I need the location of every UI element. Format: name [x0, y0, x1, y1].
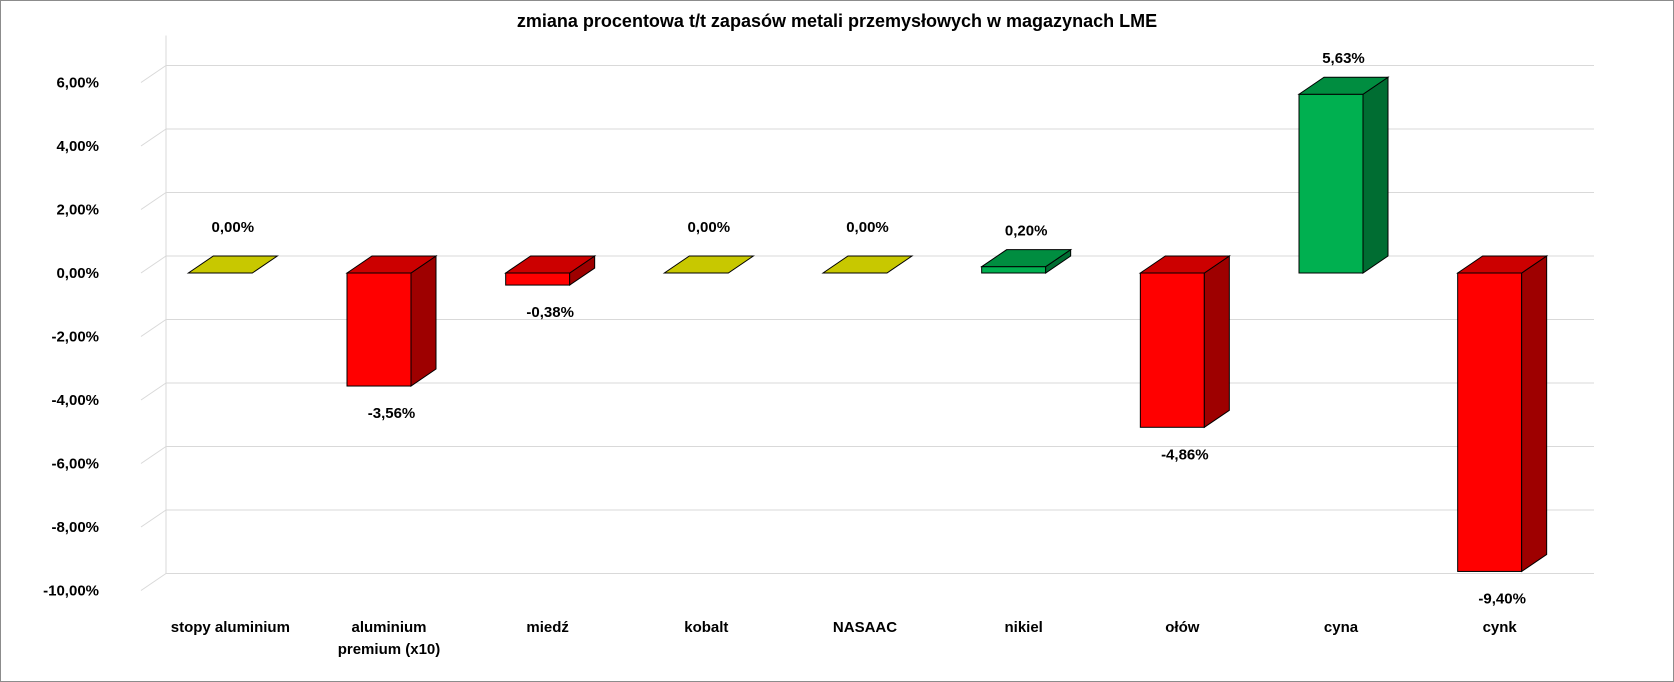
gridline-depth: [140, 128, 167, 147]
bar: -0,38%: [504, 255, 597, 321]
category-label: nikiel: [1004, 619, 1042, 636]
bar-front: [981, 266, 1047, 274]
bar: -9,40%: [1456, 255, 1549, 607]
y-axis-ticks: 6,00% 4,00% 2,00% 0,00% -2,00% -4,00% -6,00% -8…: [43, 75, 99, 600]
gridline-depth: [140, 509, 167, 528]
bar: 0,00%: [821, 219, 914, 274]
category-label: miedź: [526, 619, 569, 636]
bar-top: [1456, 255, 1549, 274]
bar-top: [186, 255, 279, 274]
bar-top: [1297, 76, 1390, 95]
category-label: cyna: [1324, 619, 1359, 636]
bar-side: [410, 255, 437, 387]
bar: -4,86%: [1138, 255, 1231, 463]
data-label: 5,63%: [1322, 50, 1365, 67]
y-tick-label: -8,00%: [51, 519, 99, 536]
data-label: 0,20%: [1005, 223, 1048, 240]
bar-front: [346, 272, 412, 387]
bars: 0,00% -3,56% -0,38% 0,00% 0,00% 0,20% -4,86% 5,…: [186, 50, 1549, 607]
bar-top: [504, 255, 597, 274]
bar-top: [980, 249, 1073, 268]
category-label: NASAAC: [833, 619, 897, 636]
bar-front: [1139, 272, 1205, 428]
bar-top: [662, 255, 755, 274]
bar: 0,00%: [186, 219, 279, 274]
category-label: stopy aluminium: [171, 619, 290, 636]
y-tick-label: -4,00%: [51, 392, 99, 409]
bar-side: [1203, 255, 1230, 429]
bar-top: [821, 255, 914, 274]
category-label: cynk: [1483, 619, 1518, 636]
bar-top: [345, 255, 438, 274]
gridline-depth: [140, 573, 167, 591]
bar-front: [1457, 272, 1523, 572]
bar-side: [1521, 255, 1548, 573]
data-label: 0,00%: [212, 219, 255, 236]
bar: 5,63%: [1297, 50, 1390, 274]
y-tick-label: 6,00%: [56, 75, 99, 92]
chart-title: zmiana procentowa t/t zapasów metali prz…: [516, 11, 1158, 31]
gridline-depth: [140, 192, 167, 210]
category-label: kobalt: [684, 619, 728, 636]
y-tick-label: -2,00%: [51, 329, 99, 346]
data-label: -0,38%: [526, 304, 574, 321]
y-tick-label: 4,00%: [56, 138, 99, 155]
category-label: ołów: [1165, 619, 1199, 636]
data-label: -9,40%: [1478, 590, 1526, 607]
data-label: 0,00%: [846, 219, 889, 236]
bar-front: [1298, 93, 1364, 274]
data-label: -3,56%: [368, 405, 416, 422]
data-label: -4,86%: [1161, 446, 1209, 463]
gridline-depth: [140, 319, 167, 337]
y-tick-label: -6,00%: [51, 456, 99, 473]
gridline-depth: [140, 255, 167, 274]
y-tick-label: -10,00%: [43, 583, 99, 600]
bar: 0,20%: [980, 223, 1073, 274]
category-label: aluminium: [351, 619, 426, 636]
bar: 0,00%: [662, 219, 755, 274]
bar-top: [1138, 255, 1231, 274]
bar: -3,56%: [345, 255, 438, 422]
y-tick-label: 0,00%: [56, 265, 99, 282]
gridline-depth: [140, 446, 167, 464]
bar-side: [1362, 76, 1389, 274]
x-axis-categories: stopy aluminium aluminium premium (x10) mie…: [171, 619, 1518, 658]
bar-front: [505, 272, 571, 286]
data-label: 0,00%: [688, 219, 731, 236]
gridline-depth: [140, 382, 167, 401]
category-label: premium (x10): [338, 641, 441, 658]
y-tick-label: 2,00%: [56, 202, 99, 219]
gridline-depth: [140, 65, 167, 83]
